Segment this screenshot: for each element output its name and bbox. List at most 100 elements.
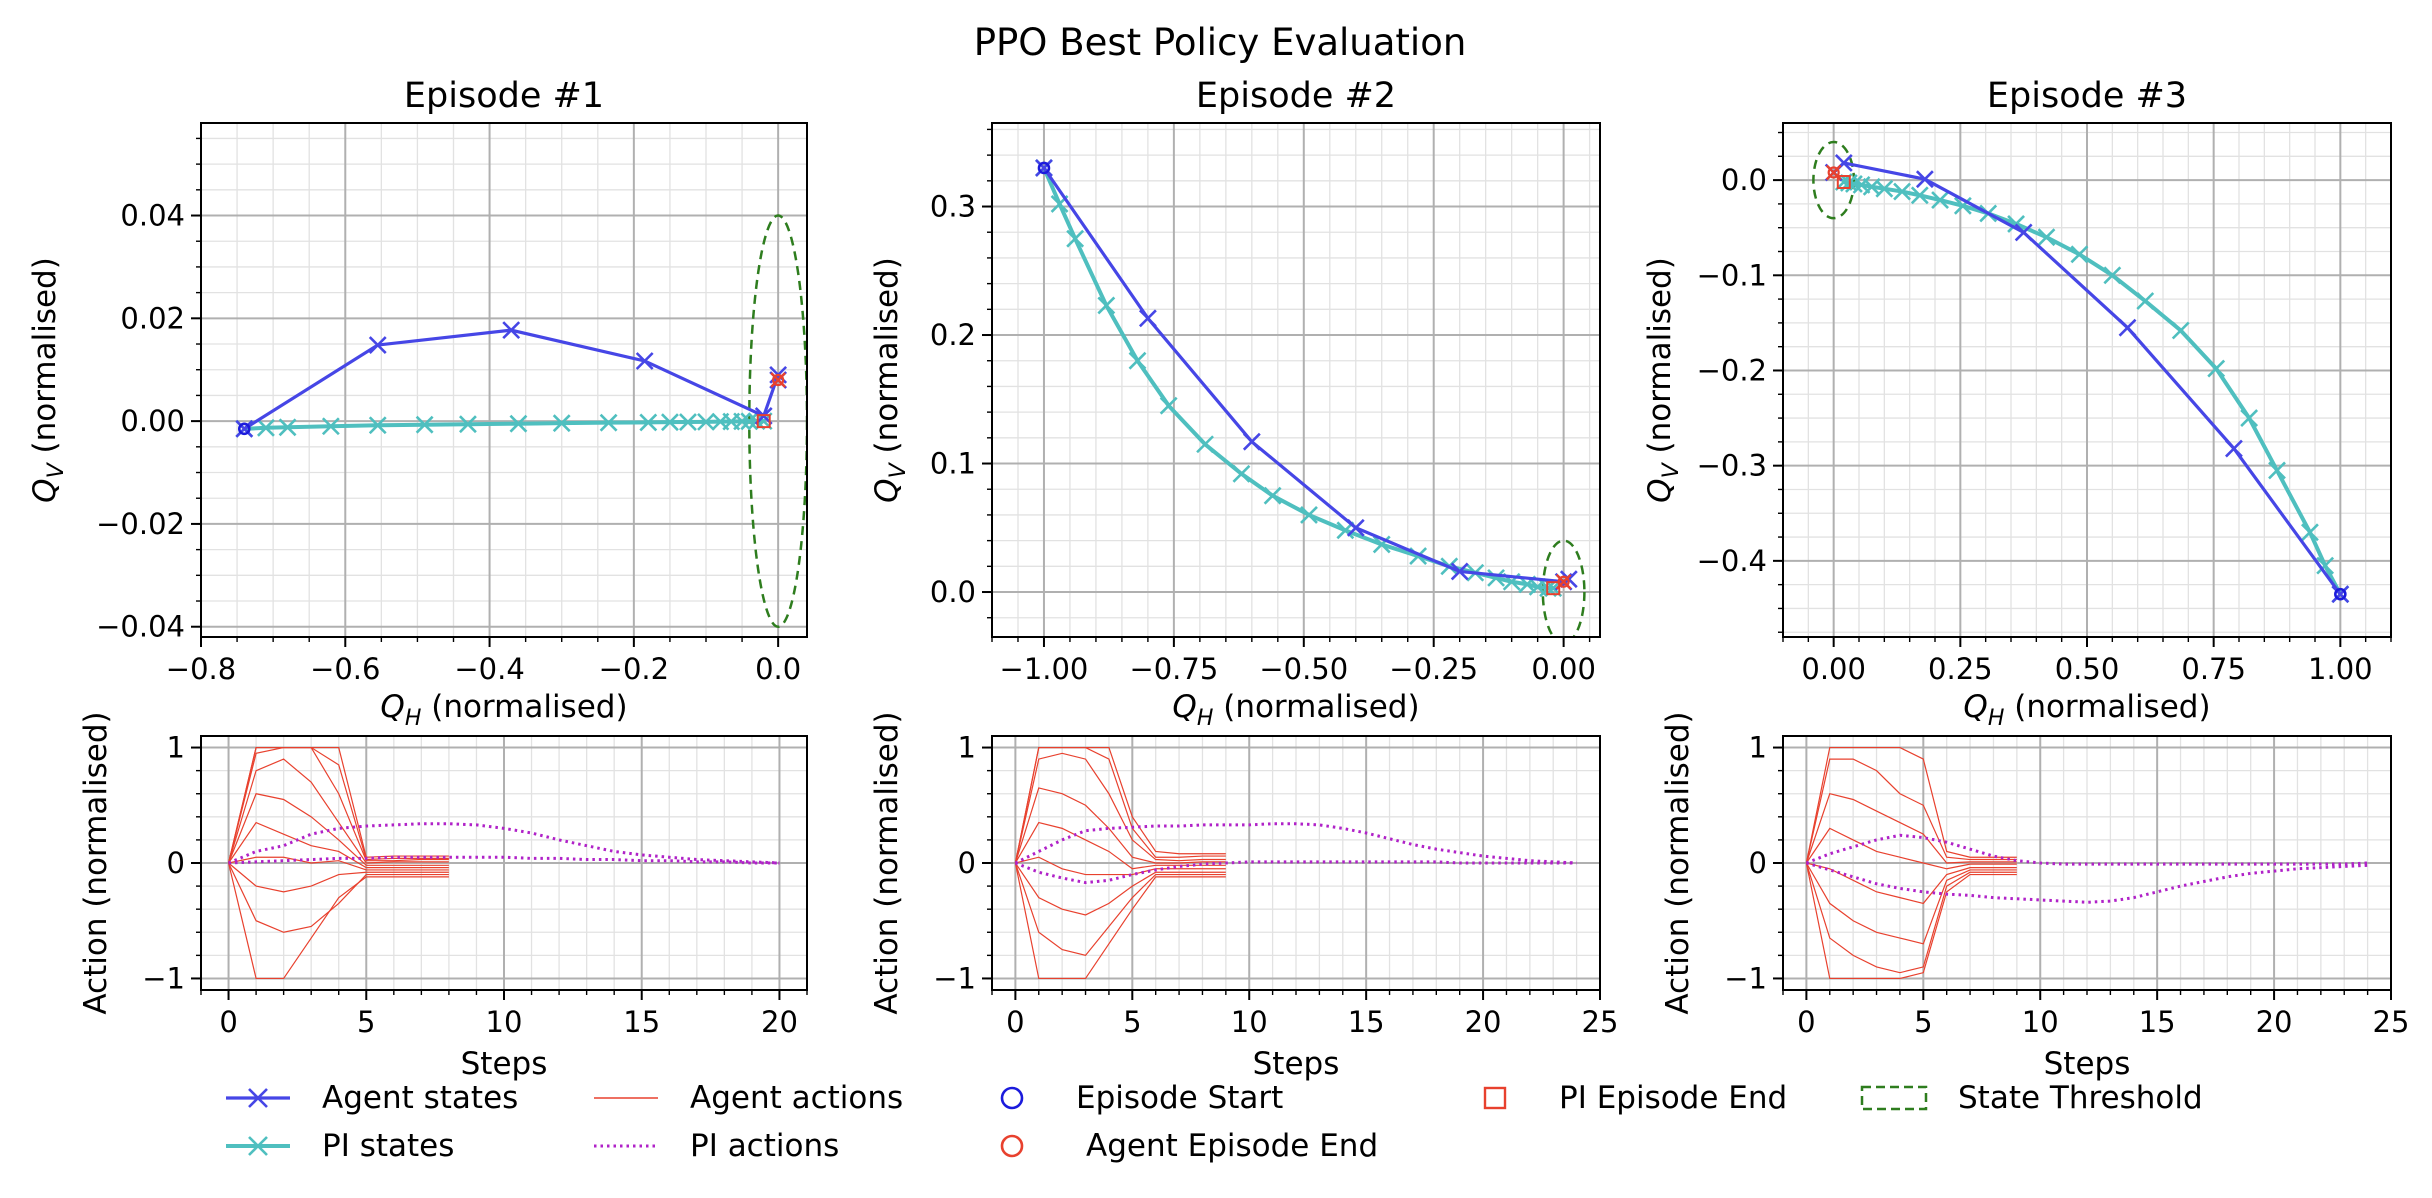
x-tick-label: 5 — [1123, 1005, 1141, 1039]
pi-action-line — [1805, 861, 2368, 904]
agent-action-line — [1014, 862, 1226, 980]
x-axis-label: QH (normalised) — [1172, 689, 1419, 731]
legend-state-threshold-label: State Threshold — [1958, 1080, 2203, 1116]
agent-episode-end-cross — [1555, 573, 1572, 590]
x-tick-label: 0.50 — [2055, 652, 2120, 686]
y-tick-label: 0 — [167, 846, 185, 880]
y-tick-label: −0.1 — [1697, 258, 1767, 292]
plot-area — [235, 214, 807, 628]
legend-agent-states: Agent states — [226, 1080, 518, 1116]
agent-action-line — [227, 746, 449, 864]
agent-action-line — [1805, 862, 2017, 945]
pi-state-marker — [2136, 292, 2155, 310]
pi-state-marker — [2171, 321, 2190, 340]
pi-state-marker — [1372, 535, 1391, 554]
agent-state-marker — [368, 336, 387, 354]
legend-pi-episode-end: PI Episode End — [1483, 1080, 1787, 1116]
pi-state-marker — [2103, 266, 2122, 285]
panels: −0.8 −0.6 −0.4 −0.2 0.0−0.04−0.020.000.020.0… — [27, 76, 2409, 1082]
pi-state-marker — [1300, 506, 1318, 524]
x-tick-label: −0.50 — [1259, 652, 1348, 686]
y-tick-label: 0 — [1749, 846, 1767, 880]
pi-state-marker — [1263, 486, 1282, 505]
pi-state-marker — [1196, 435, 1214, 454]
pi-state-marker — [1066, 229, 1085, 248]
panel-title: Episode #1 — [404, 76, 604, 116]
pi-states-line — [1042, 167, 1554, 591]
agent-episode-end-cross — [1825, 164, 1842, 181]
agent-action-line — [1014, 752, 1226, 864]
y-tick-label: 0.2 — [930, 318, 976, 352]
grid — [1783, 123, 2391, 637]
ticks: 0 5 10 15 20 25 −1 0 1 — [1724, 731, 2409, 1039]
x-tick-label: 15 — [1348, 1005, 1385, 1039]
agent-state-marker — [2014, 223, 2033, 242]
panel-title: Episode #2 — [1196, 76, 1396, 116]
y-axis-label: Action (normalised) — [869, 711, 905, 1014]
agent-state-marker — [502, 321, 521, 340]
legend-pi-states: PI states — [226, 1128, 454, 1164]
plot-area — [1035, 159, 1586, 637]
x-tick-label: −0.8 — [166, 652, 236, 686]
agent-state-marker — [2118, 318, 2137, 337]
pi-state-marker — [509, 414, 528, 433]
pi-state-marker — [2268, 461, 2286, 480]
pi-state-marker — [1953, 196, 1972, 215]
y-axis-label: Action (normalised) — [1660, 711, 1696, 1014]
agent-action-line — [1805, 758, 2017, 864]
pi-state-marker — [2070, 245, 2089, 264]
agent-action-line — [227, 758, 449, 864]
agent-action-line — [1805, 862, 2017, 974]
pi-state-marker — [2301, 523, 2319, 542]
plot-area — [1805, 746, 2368, 980]
agent-episode-end-marker — [772, 373, 785, 387]
x-tick-label: 5 — [1914, 1005, 1932, 1039]
pi-state-marker — [1128, 351, 1147, 370]
agent-state-marker — [1035, 159, 1053, 177]
panel-title: Episode #3 — [1987, 76, 2187, 116]
agent-episode-end-marker — [1557, 575, 1570, 588]
pi-states-line — [1843, 180, 2343, 596]
agent-states-line — [1042, 167, 1570, 584]
legend-pi-episode-end-label: PI Episode End — [1559, 1080, 1787, 1116]
x-axis-label: QH (normalised) — [1963, 689, 2210, 731]
agent-action-line — [1014, 746, 1226, 864]
ticks: 0 5 10 15 20 25 −1 0 1 — [933, 731, 1618, 1039]
panel-1: −0.8 −0.6 −0.4 −0.2 0.0 −0.04 −0.02 0.00 0.02 0.0… — [27, 76, 808, 731]
y-tick-label: 0.0 — [1721, 163, 1767, 197]
y-tick-label: −1 — [142, 961, 185, 995]
pi-state-marker — [459, 415, 477, 434]
panel-3: 0.00 0.25 0.50 0.75 1.00 −0.4 −0.3 −0.2 −0.1 0.0 E… — [1642, 76, 2392, 731]
x-tick-label: 0 — [1797, 1005, 1815, 1039]
x-axis-label: Steps — [461, 1046, 548, 1082]
agent-action-line — [1015, 856, 1226, 876]
agent-state-marker — [1346, 518, 1365, 537]
y-tick-label: 0.0 — [930, 575, 976, 609]
ticks: 0.00 0.25 0.50 0.75 1.00 −0.4 −0.3 −0.2 −0.1 0.0 — [1697, 131, 2392, 686]
ticks: 0 5 10 15 20 −1 0 1 — [142, 731, 808, 1039]
x-tick-label: 0 — [1006, 1005, 1024, 1039]
plot-area — [227, 746, 780, 980]
x-tick-label: 10 — [2022, 1005, 2059, 1039]
x-tick-label: 20 — [1465, 1005, 1502, 1039]
panel-5: 0 5 10 15 20 25 −1 0 1 Steps Action (normalised) — [869, 711, 1618, 1082]
agent-action-line — [1806, 862, 2017, 905]
ticks: −0.8 −0.6 −0.4 −0.2 0.0 −0.04 −0.02 0.00 0.02 0.0… — [96, 137, 801, 686]
pi-state-marker — [2037, 228, 2056, 247]
pi-episode-end-marker — [756, 414, 771, 429]
x-tick-label: 10 — [1231, 1005, 1268, 1039]
y-tick-label: −0.3 — [1697, 449, 1767, 483]
legend-pi-actions-label: PI actions — [690, 1128, 839, 1164]
panel-6: 0 5 10 15 20 25 −1 0 1 Steps Action (normalised) — [1660, 711, 2409, 1082]
y-tick-label: −0.04 — [96, 610, 185, 644]
pi-state-marker — [1910, 186, 1929, 205]
episode-start-marker — [1037, 161, 1051, 175]
legend-agent-actions: Agent actions — [594, 1080, 903, 1116]
agent-action-line — [1805, 746, 2017, 864]
pi-state-marker — [661, 413, 679, 432]
pi-state-marker — [1487, 568, 1505, 587]
pi-state-marker — [733, 412, 751, 431]
x-tick-label: −0.2 — [599, 652, 669, 686]
x-tick-label: 0 — [219, 1005, 237, 1039]
figure-title: PPO Best Policy Evaluation — [974, 21, 1467, 64]
